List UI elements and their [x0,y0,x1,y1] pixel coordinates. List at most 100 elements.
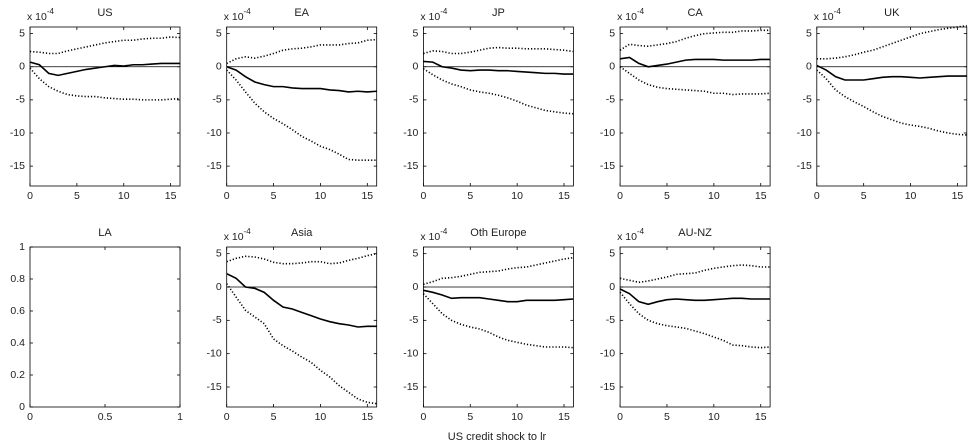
multiplier-base: x 10 [617,231,637,243]
subplot-title: LA [98,227,112,239]
x-tick-label: 5 [74,190,80,202]
x-tick-label: 5 [467,190,473,202]
multiplier-base: x 10 [420,231,440,243]
multiplier-base: x 10 [224,231,244,243]
y-tick-label: 1 [19,241,25,253]
x-tick-label: 15 [558,411,570,423]
x-tick-label: 5 [271,411,277,423]
y-tick-label: 0 [216,61,222,73]
y-multiplier: x 10-4 [420,7,448,23]
y-tick-label: -15 [10,160,25,172]
y-tick-label: -5 [409,314,418,326]
plot-area [816,27,967,186]
band-line [226,38,377,65]
median-line [423,289,574,303]
y-tick-label: -10 [600,127,615,139]
y-tick-label: -15 [600,160,615,172]
x-tick-label: 0 [27,411,33,423]
y-tick-label: -10 [207,347,222,359]
multiplier-exponent: -4 [244,227,252,236]
subplot: Asia x 10-4 -15 -10 -5 0 5 0 5 10 15 [207,227,378,423]
plot-frame [619,26,771,187]
x-tick-label: 15 [755,190,767,202]
x-tick-label: 0 [420,411,426,423]
x-tick-label: 5 [664,411,670,423]
y-tick-label: -10 [403,127,418,139]
x-tick-label: 0 [617,190,623,202]
y-tick-label: -10 [600,347,615,359]
y-multiplier: x 10-4 [224,7,252,23]
plot-frame [422,246,574,408]
plot-area [423,247,574,407]
x-tick-label: 10 [708,411,720,423]
y-tick-label: 0.4 [10,337,25,349]
x-tick-label: 0 [814,190,820,202]
x-axis-label: US credit shock to lr [448,431,547,443]
plot-frame [422,26,574,187]
y-tick-label: 0 [216,281,222,293]
y-tick-label: 5 [19,27,25,39]
y-multiplier: x 10-4 [814,7,842,23]
band-line [422,68,574,115]
subplot: UK x 10-4 -15 -10 -5 0 5 0 5 10 15 [797,7,968,202]
plot-area [226,247,377,407]
y-tick-label: 0 [609,61,615,73]
y-tick-label: -5 [409,94,418,106]
subplot: CA x 10-4 -15 -10 -5 0 5 0 5 10 15 [600,7,771,202]
y-tick-label: 0.8 [10,273,25,285]
multiplier-exponent: -4 [440,227,448,236]
subplot: LA 0 0.2 0.4 0.6 0.8 1 0 0.5 1 [10,227,183,423]
y-tick-label: 5 [216,27,222,39]
median-line [29,61,180,77]
x-tick-label: 15 [165,190,177,202]
multiplier-exponent: -4 [637,7,645,16]
band-line [226,69,377,161]
band-line [226,283,377,405]
x-tick-label: 15 [952,190,964,202]
x-tick-label: 15 [755,411,767,423]
plot-area [423,27,574,186]
subplot-title: CA [687,7,703,19]
band-line [619,29,771,51]
subplot: Oth Europe x 10-4 -15 -10 -5 0 5 0 5 10 15 [403,227,574,423]
median-line [619,56,771,68]
x-tick-label: 5 [664,190,670,202]
plot-area [226,27,377,186]
multiplier-exponent: -4 [440,7,448,16]
y-tick-label: -15 [403,160,418,172]
y-tick-label: 0 [413,281,419,293]
y-tick-label: 0 [806,61,812,73]
plot-frame [619,246,771,408]
multiplier-base: x 10 [814,11,834,23]
y-tick-label: -15 [207,160,222,172]
median-line [226,65,377,93]
y-tick-label: -15 [600,381,615,393]
y-tick-label: -15 [403,381,418,393]
subplot-title: UK [884,7,900,19]
x-tick-label: 5 [467,411,473,423]
y-tick-label: 0.6 [10,305,25,317]
plot-frame [226,246,378,408]
multiplier-base: x 10 [420,11,440,23]
y-tick-label: 5 [806,27,812,39]
y-tick-label: -5 [802,94,811,106]
x-tick-label: 0 [27,190,33,202]
x-tick-label: 0.5 [98,411,113,423]
y-tick-label: 5 [413,247,419,259]
band-line [619,291,771,349]
subplot-title: Oth Europe [470,227,526,239]
median-line [226,272,377,328]
y-tick-label: -10 [10,127,25,139]
band-line [29,67,181,101]
multiplier-exponent: -4 [244,7,252,16]
y-tick-label: 0.2 [10,369,25,381]
y-tick-label: -5 [606,314,615,326]
x-tick-label: 10 [905,190,917,202]
subplot-title: AU-NZ [678,227,712,239]
y-tick-label: -15 [797,160,812,172]
x-tick-label: 10 [511,411,523,423]
y-tick-label: 5 [609,27,615,39]
x-tick-label: 10 [315,411,327,423]
y-tick-label: -5 [606,94,615,106]
